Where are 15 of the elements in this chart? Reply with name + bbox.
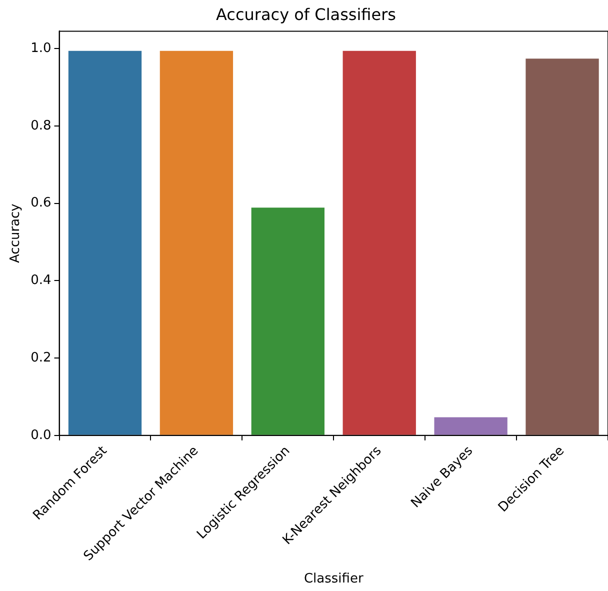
x-axis-title: Classifier bbox=[304, 572, 364, 587]
bar bbox=[68, 50, 142, 435]
y-axis-title: Accuracy bbox=[8, 203, 24, 263]
y-tick-label: 0.0 bbox=[30, 428, 52, 443]
y-tick-label: 0.8 bbox=[30, 118, 52, 134]
chart-title: Accuracy of Classifiers bbox=[216, 4, 396, 24]
y-tick-label: 0.6 bbox=[30, 196, 52, 211]
y-tick-label: 1.0 bbox=[30, 40, 52, 56]
bar bbox=[434, 417, 508, 435]
bar bbox=[160, 50, 234, 435]
bar bbox=[526, 58, 599, 435]
bar bbox=[251, 208, 324, 435]
y-tick-label: 0.2 bbox=[30, 350, 52, 366]
bar bbox=[342, 50, 416, 435]
y-tick-label: 0.4 bbox=[30, 273, 52, 288]
